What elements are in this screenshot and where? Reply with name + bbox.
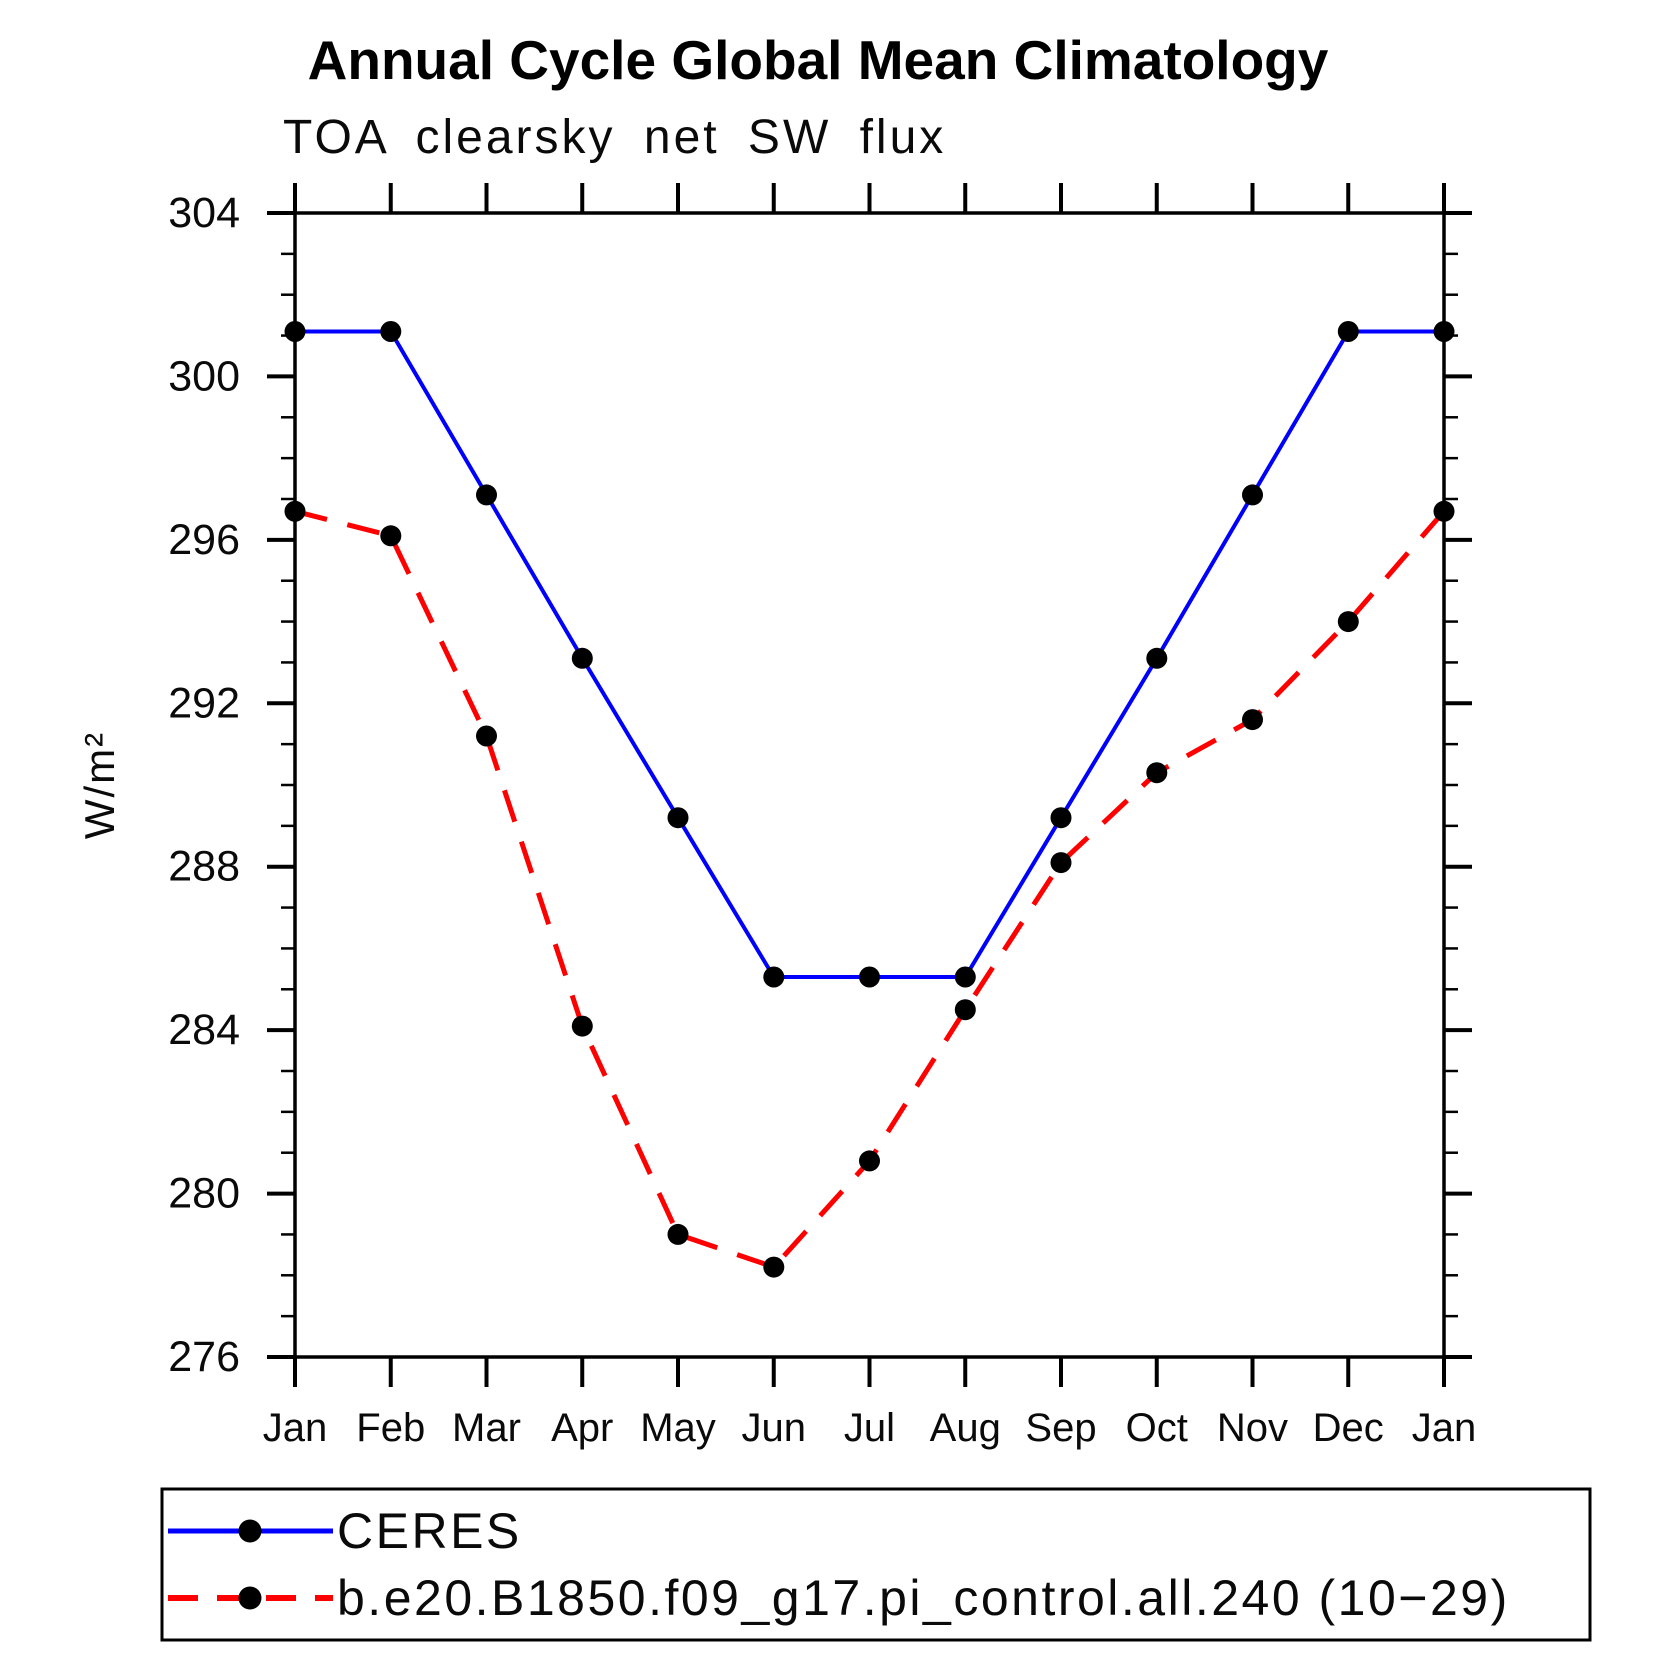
data-point-marker	[1050, 807, 1072, 829]
data-point-marker	[476, 725, 497, 747]
x-tick-label: Jul	[844, 1406, 895, 1450]
data-point-marker	[763, 1256, 785, 1278]
y-tick-label: 276	[168, 1333, 240, 1381]
data-point-marker	[476, 484, 497, 506]
data-point-marker	[954, 966, 976, 988]
x-tick-label: Sep	[1025, 1406, 1096, 1450]
data-point-marker	[1050, 852, 1072, 874]
y-tick-label: 284	[168, 1006, 240, 1054]
y-tick-label: 292	[168, 679, 240, 727]
x-tick-label: Aug	[930, 1406, 1001, 1450]
data-point-marker	[1146, 647, 1168, 669]
legend-box	[160, 1487, 1592, 1642]
chart-title: Annual Cycle Global Mean Climatology	[307, 29, 1329, 91]
y-tick-label: 280	[168, 1170, 240, 1218]
x-tick-label: Feb	[356, 1406, 425, 1450]
data-point-marker	[284, 500, 306, 522]
data-point-marker	[954, 999, 976, 1021]
data-point-marker	[667, 807, 689, 829]
series-line-ceres	[295, 329, 1444, 979]
legend-marker	[238, 1586, 262, 1610]
data-point-marker	[1433, 500, 1455, 522]
data-point-marker	[571, 1015, 593, 1037]
data-point-marker	[859, 966, 880, 988]
legend-label: CERES	[337, 1503, 522, 1559]
data-point-marker	[1146, 762, 1168, 784]
plot-border	[293, 211, 1446, 1359]
legend-label: b.e20.B1850.f09_g17.pi_control.all.240 (…	[337, 1570, 1510, 1626]
x-tick-label: Apr	[551, 1406, 613, 1450]
chart-subtitle: TOA clearsky net SW flux	[283, 111, 947, 164]
data-point-marker	[1337, 321, 1359, 342]
x-tick-label: Dec	[1313, 1406, 1384, 1450]
x-tick-label: Oct	[1126, 1406, 1188, 1450]
data-point-marker	[380, 525, 402, 547]
data-point-marker	[763, 966, 785, 988]
data-point-marker	[667, 1223, 689, 1245]
y-tick-label: 288	[168, 843, 240, 891]
data-point-marker	[284, 321, 306, 342]
y-tick-label: 304	[168, 189, 240, 237]
x-tick-label: Jun	[742, 1406, 807, 1450]
data-point-marker	[571, 647, 593, 669]
x-tick-label: Jan	[1412, 1406, 1477, 1450]
data-point-marker	[859, 1150, 880, 1172]
y-tick-label: 300	[168, 352, 240, 400]
x-tick-label: Jan	[263, 1406, 328, 1450]
legend-marker	[238, 1519, 262, 1543]
data-point-marker	[380, 321, 402, 342]
x-tick-label: May	[640, 1406, 716, 1450]
data-point-marker	[1242, 709, 1263, 731]
x-tick-label: Nov	[1217, 1406, 1288, 1450]
x-tick-label: Mar	[452, 1406, 521, 1450]
data-point-marker	[1337, 611, 1359, 633]
data-point-marker	[1433, 321, 1455, 342]
data-point-marker	[1242, 484, 1263, 506]
y-tick-label: 296	[168, 516, 240, 564]
